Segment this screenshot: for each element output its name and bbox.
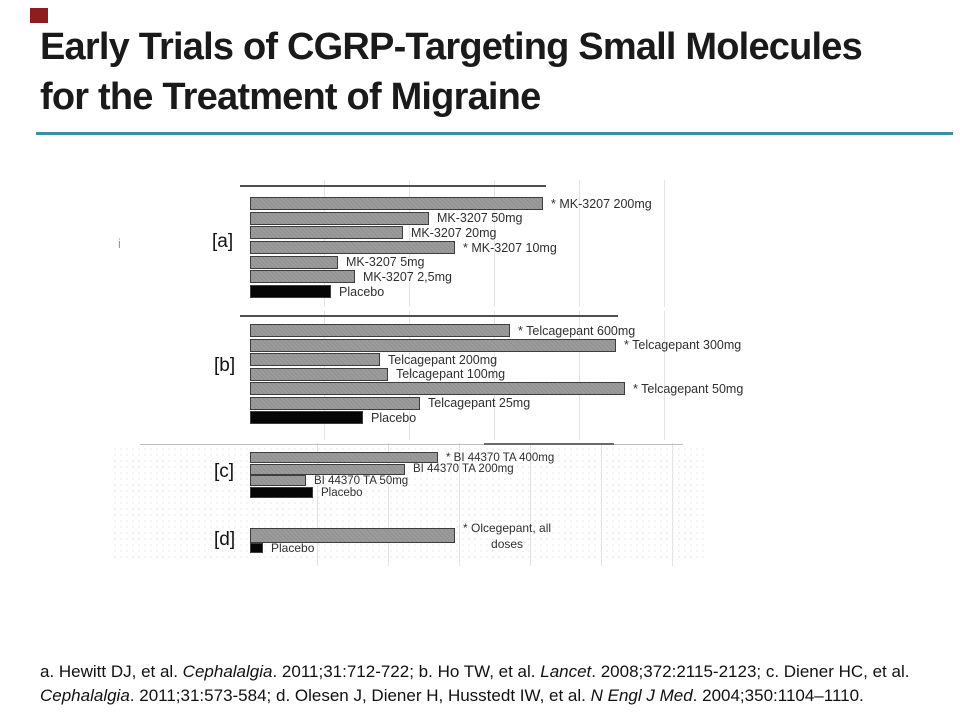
bar-label: MK-3207 50mg: [437, 211, 523, 226]
bar-label: Placebo: [371, 410, 417, 425]
citation-footer: a. Hewitt DJ, et al. Cephalalgia. 2011;3…: [40, 660, 940, 708]
dose-bar: [250, 324, 510, 337]
citation-text: . 2011;31:573-584; d. Olesen J, Diener H…: [129, 686, 591, 705]
stray-mark-artifact: i: [118, 236, 121, 251]
bar-label: Placebo: [339, 284, 385, 299]
crop-artifact-line-a: [240, 185, 546, 187]
dose-bar: [250, 226, 403, 240]
journal-name: Cephalalgia: [182, 662, 273, 681]
title-underline-rule: [36, 132, 953, 135]
dose-bar: [250, 270, 355, 284]
bar-label: * Telcagepant 300mg: [624, 338, 742, 352]
slide-title-line-2: for the Treatment of Migraine: [40, 76, 541, 118]
placebo-bar: [250, 487, 313, 498]
citation-text: . 2004;350:1104–1110.: [692, 686, 864, 705]
bar-label: MK-3207 2,5mg: [363, 269, 452, 284]
bar-label: Placebo: [321, 486, 363, 499]
bar-label: * Telcagepant 600mg: [518, 323, 636, 338]
journal-name: N Engl J Med: [590, 686, 693, 705]
bar-label: MK-3207 20mg: [411, 225, 497, 240]
image-noise-texture: [112, 446, 704, 562]
slide-title-line-1: Early Trials of CGRP-Targeting Small Mol…: [40, 26, 863, 68]
dose-bar: [250, 255, 338, 269]
dose-bar: [250, 197, 543, 210]
bar-label: BI 44370 TA 50mg: [314, 474, 409, 487]
citation-line-2: Cephalalgia. 2011;31:573-584; d. Olesen …: [40, 684, 940, 708]
crop-artifact-line-c-dark: [484, 443, 614, 445]
crop-artifact-line-b: [240, 315, 618, 317]
slide-title: Early Trials of CGRP-Targeting Small Mol…: [40, 22, 940, 122]
bar-label: Telcagepant 200mg: [388, 352, 498, 367]
bar-label: Telcagepant 25mg: [428, 396, 531, 410]
dose-bar: [250, 382, 625, 395]
bar-label: * BI 44370 TA 400mg: [446, 451, 555, 464]
crop-artifact-line-c-light: [140, 444, 683, 445]
group-label-a: [a]: [212, 231, 234, 252]
group-label-c: [c]: [214, 461, 235, 482]
dose-bar: [250, 475, 306, 487]
bar-label: Telcagepant 100mg: [396, 367, 506, 381]
dose-bar: [250, 353, 380, 366]
group-label-b: [b]: [214, 355, 236, 376]
dose-bar: [250, 367, 388, 381]
dose-bar: [250, 241, 455, 254]
dose-bar: [250, 452, 438, 463]
citation-text: . 2008;372:2115-2123; c. Diener HC, et a…: [591, 662, 910, 681]
placebo-bar: [250, 411, 363, 424]
group-label-d: [d]: [214, 529, 236, 550]
bar-label: * MK-3207 10mg: [463, 240, 557, 255]
journal-name: Cephalalgia: [40, 686, 130, 705]
dose-bar: [250, 338, 616, 352]
bar-label: * Telcagepant 50mg: [633, 381, 744, 396]
bar-label: Placebo: [271, 541, 315, 555]
bar-label: BI 44370 TA 200mg: [413, 463, 514, 476]
placebo-bar: [250, 543, 263, 553]
corner-accent-square: [30, 8, 48, 23]
dose-bar: [250, 211, 429, 225]
dose-bar: [250, 396, 420, 410]
dose-bar: [250, 463, 405, 475]
journal-name: Lancet: [540, 662, 592, 681]
citation-text: . 2011;31:712-722; b. Ho TW, et al.: [272, 662, 541, 681]
chart-area: i [a] [b] [c] [d] * MK-3207 200mg MK-3207…: [0, 150, 960, 580]
placebo-bar: [250, 285, 331, 298]
citation-line-1: a. Hewitt DJ, et al. Cephalalgia. 2011;3…: [40, 660, 940, 684]
bar-label: MK-3207 5mg: [346, 255, 425, 270]
citation-text: a. Hewitt DJ, et al.: [40, 662, 183, 681]
bar-label: * MK-3207 200mg: [551, 196, 652, 211]
dose-bar: [250, 528, 455, 543]
bar-label: * Olcegepant, all doses: [463, 520, 552, 551]
